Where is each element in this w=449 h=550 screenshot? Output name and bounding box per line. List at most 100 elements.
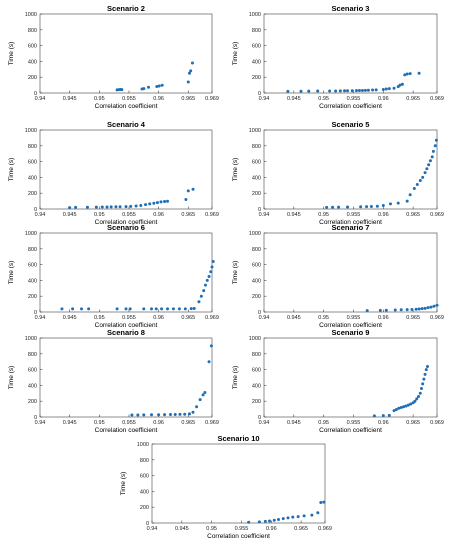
data-point: [276, 517, 280, 521]
x-axis-label: Correlation coefficient: [319, 219, 382, 226]
plot-frame: [151, 443, 326, 524]
data-point: [124, 307, 128, 311]
x-tick-label: 0.955: [122, 420, 136, 426]
data-point: [357, 89, 361, 93]
chart-title: Scenario 8: [107, 328, 145, 337]
data-point: [419, 387, 423, 391]
x-tick-label: 0.94: [35, 96, 46, 102]
y-axis-label: Time (s): [8, 366, 15, 390]
data-point: [365, 309, 369, 313]
data-point: [393, 308, 397, 312]
data-point: [155, 201, 159, 205]
data-point: [160, 307, 164, 311]
data-point: [398, 83, 402, 87]
data-point: [387, 87, 391, 91]
x-tick-label: 0.96: [378, 96, 389, 102]
data-point: [157, 413, 161, 417]
plot-frame: [39, 13, 213, 94]
data-point: [366, 88, 370, 92]
y-axis-label: Time (s): [120, 472, 127, 496]
data-point: [118, 205, 122, 209]
data-point: [424, 368, 428, 372]
data-point: [202, 289, 206, 293]
data-point: [159, 200, 163, 204]
data-point: [87, 307, 91, 311]
data-point: [381, 203, 385, 207]
x-tick-label: 0.945: [287, 420, 301, 426]
data-point: [201, 393, 205, 397]
y-tick-label: 600: [140, 474, 149, 480]
x-tick-label: 0.95: [318, 96, 329, 102]
data-point: [418, 179, 422, 183]
x-tick-label: 0.94: [259, 315, 270, 321]
data-point: [316, 89, 320, 93]
data-point: [209, 344, 213, 348]
scatter-panel: Scenario 5 0.94 0.945 0.95 0.955 0.96 0.965 0.9…: [232, 120, 444, 226]
data-point: [191, 410, 195, 414]
data-point: [405, 308, 409, 312]
data-point: [434, 138, 438, 142]
data-point: [207, 274, 211, 278]
data-point: [405, 199, 409, 203]
scatter-panel: Scenario 4 0.94 0.945 0.95 0.955 0.96 0.965 0.9…: [8, 120, 219, 226]
x-tick-label: 0.95: [94, 96, 105, 102]
data-point: [168, 413, 172, 417]
x-tick-label: 0.96: [153, 315, 164, 321]
y-tick-label: 200: [252, 294, 261, 300]
data-point: [394, 407, 398, 411]
y-tick-label: 0: [34, 415, 37, 421]
data-point: [421, 175, 425, 179]
data-point: [325, 205, 329, 209]
data-point: [68, 206, 72, 210]
data-point: [286, 516, 290, 520]
data-point: [299, 89, 303, 93]
data-point: [431, 149, 435, 153]
x-tick-label: 0.965: [406, 315, 420, 321]
data-point: [360, 88, 364, 92]
data-point: [378, 308, 382, 312]
x-axis-label: Correlation coefficient: [95, 322, 158, 329]
data-point: [384, 308, 388, 312]
data-point: [184, 198, 188, 202]
data-point: [247, 520, 251, 524]
x-tick-label: 0.945: [63, 212, 77, 218]
data-point: [163, 199, 167, 203]
data-point: [154, 307, 158, 311]
data-point: [155, 85, 159, 89]
data-point: [178, 412, 182, 416]
x-tick-label: 0.94: [35, 315, 46, 321]
data-point: [157, 84, 161, 88]
y-tick-label: 400: [140, 489, 149, 495]
y-tick-label: 400: [28, 175, 37, 181]
data-point: [203, 283, 207, 287]
y-axis-label: Time (s): [8, 158, 15, 182]
data-point: [148, 202, 152, 206]
y-tick-label: 600: [28, 160, 37, 166]
x-tick-label: 0.955: [235, 526, 249, 532]
x-tick-label: 0.95: [206, 526, 217, 532]
y-tick-label: 800: [28, 144, 37, 150]
x-tick-label: 0.96: [153, 420, 164, 426]
y-tick-label: 0: [258, 91, 261, 97]
x-axis-label: Correlation coefficient: [319, 322, 382, 329]
y-tick-label: 0: [34, 207, 37, 213]
data-point: [346, 89, 350, 93]
y-axis-label: Time (s): [232, 261, 239, 285]
data-point: [60, 307, 64, 311]
scatter-panel: Scenario 6 0.94 0.945 0.95 0.955 0.96 0.965 0.9…: [8, 223, 219, 329]
data-point: [417, 71, 421, 75]
data-point: [160, 83, 164, 87]
data-point: [142, 413, 146, 417]
chart-title: Scenario 7: [332, 223, 370, 232]
y-tick-label: 600: [28, 44, 37, 50]
data-point: [124, 205, 128, 209]
data-point: [406, 403, 410, 407]
x-tick-label: 0.95: [318, 212, 329, 218]
x-tick-label: 0.945: [63, 420, 77, 426]
y-axis-label: Time (s): [232, 42, 239, 66]
data-point: [134, 204, 138, 208]
chart-title: Scenario 2: [107, 4, 145, 13]
data-point: [268, 519, 272, 523]
data-point: [381, 87, 385, 91]
